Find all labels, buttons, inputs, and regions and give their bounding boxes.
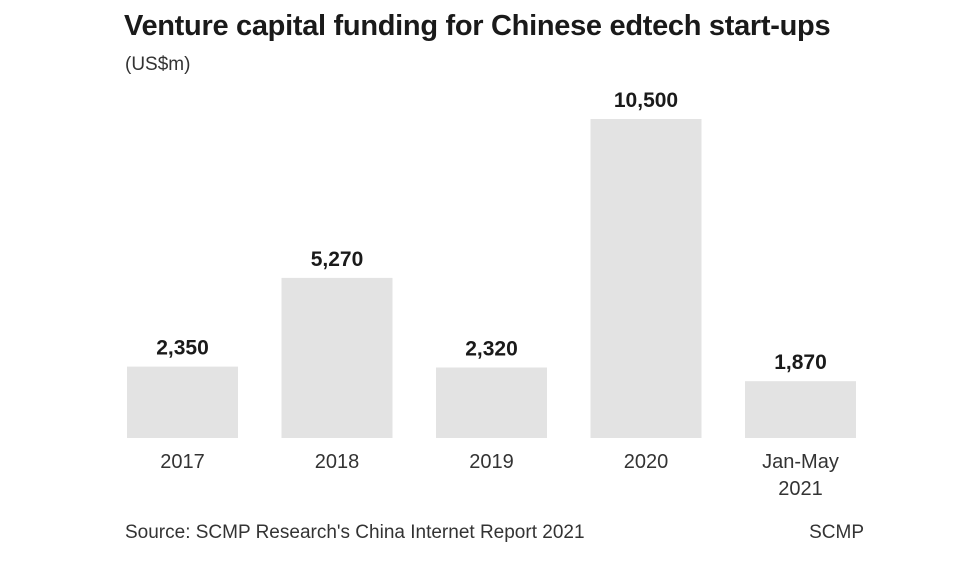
category-label-2: 2019: [469, 451, 514, 473]
bar-chart: 2,350 2017 5,270 2018 2,320 2019 10,500 2020 1,8…: [127, 89, 856, 500]
chart-title: Venture capital funding for Chinese edte…: [124, 10, 831, 42]
value-label-2: 2,320: [465, 338, 518, 361]
brand-credit: SCMP: [809, 522, 864, 543]
bar-1: [281, 277, 393, 438]
source-note: Source: SCMP Research's China Internet R…: [125, 522, 585, 543]
chart-subtitle: (US$m): [125, 54, 191, 75]
value-label-3: 10,500: [614, 89, 678, 112]
bar-0: [127, 366, 238, 438]
bar-3: [590, 119, 702, 438]
value-label-0: 2,350: [156, 337, 209, 360]
value-label-4: 1,870: [774, 351, 827, 374]
category-label-3: 2020: [624, 451, 669, 473]
category-label-0: 2017: [160, 451, 205, 473]
bar-2: [436, 367, 547, 438]
value-label-1: 5,270: [311, 248, 364, 271]
category-label-1: 2018: [315, 451, 360, 473]
bar-4: [745, 381, 856, 438]
category-label-4: Jan-May 2021: [762, 451, 839, 500]
